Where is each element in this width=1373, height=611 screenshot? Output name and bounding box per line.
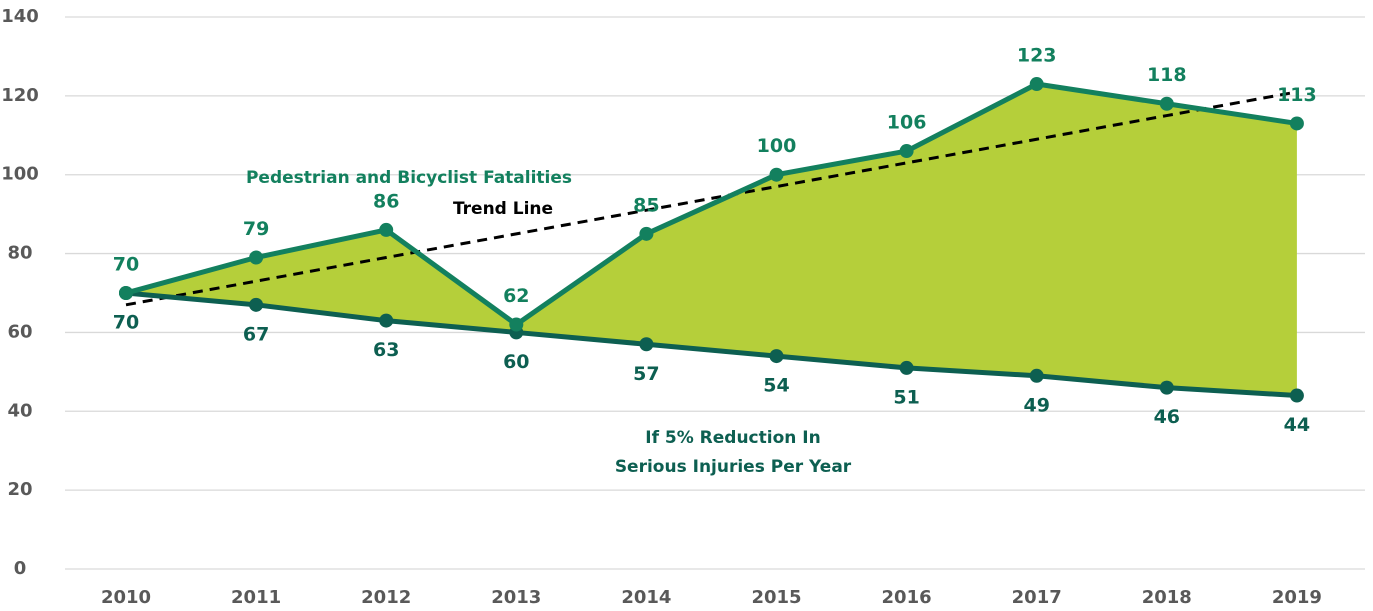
x-tick-label: 2012 (361, 587, 411, 608)
data-label: 123 (1017, 45, 1057, 67)
point (899, 360, 914, 375)
series-line (125, 90, 1298, 307)
point (379, 313, 394, 328)
data-label: 62 (503, 285, 529, 307)
point (899, 144, 914, 159)
y-tick-label: 100 (1, 164, 39, 185)
y-tick-label: 0 (14, 558, 27, 579)
x-tick-label: 2017 (1012, 587, 1062, 608)
data-label: 79 (243, 218, 269, 240)
data-label: 118 (1147, 64, 1187, 86)
x-tick-label: 2015 (751, 587, 801, 608)
data-label: 51 (893, 386, 919, 408)
series-line (125, 81, 1298, 328)
data-label: 49 (1023, 394, 1049, 416)
point (1029, 77, 1044, 92)
data-label: 85 (633, 194, 659, 216)
x-tick-label: 2018 (1142, 587, 1192, 608)
x-tick-label: 2016 (882, 587, 932, 608)
point (249, 250, 264, 265)
y-tick-label: 120 (1, 85, 39, 106)
data-label: 63 (373, 339, 399, 361)
point (1159, 380, 1174, 395)
series-line (125, 290, 1298, 399)
annotation: If 5% Reduction In (645, 428, 820, 448)
y-tick-label: 40 (7, 400, 32, 421)
point (1289, 116, 1304, 131)
y-tick-label: 60 (7, 321, 32, 342)
x-tick-label: 2011 (231, 587, 281, 608)
point (379, 222, 394, 237)
data-label: 67 (243, 323, 269, 345)
point (119, 286, 133, 300)
x-tick-label: 2013 (491, 587, 541, 608)
data-label: 60 (503, 351, 529, 373)
data-label: 106 (887, 112, 927, 134)
point (639, 226, 654, 241)
point (509, 317, 524, 332)
x-tick-label: 2014 (621, 587, 671, 608)
x-tick-label: 2019 (1272, 587, 1322, 608)
annotation: Serious Injuries Per Year (615, 457, 852, 477)
point (1029, 368, 1044, 383)
fill-between (126, 84, 1297, 396)
data-label: 54 (763, 375, 789, 397)
data-label: 100 (757, 135, 797, 157)
y-tick-label: 140 (1, 6, 39, 27)
data-label: 70 (113, 254, 139, 276)
x-tick-label: 2010 (101, 587, 151, 608)
point (1289, 388, 1304, 403)
data-label: 44 (1284, 414, 1310, 436)
point (249, 297, 264, 312)
point (769, 167, 784, 182)
y-tick-label: 20 (7, 479, 32, 500)
data-label: 113 (1277, 84, 1317, 106)
point (639, 337, 654, 352)
y-tick-label: 80 (7, 243, 32, 264)
data-label: 46 (1154, 406, 1180, 428)
point (1159, 96, 1174, 111)
point (769, 349, 784, 364)
data-label: 57 (633, 363, 659, 385)
annotation: Pedestrian and Bicyclist Fatalities (246, 168, 572, 188)
data-label: 70 (113, 312, 139, 334)
data-label: 86 (373, 190, 399, 212)
annotation: Trend Line (453, 199, 553, 219)
